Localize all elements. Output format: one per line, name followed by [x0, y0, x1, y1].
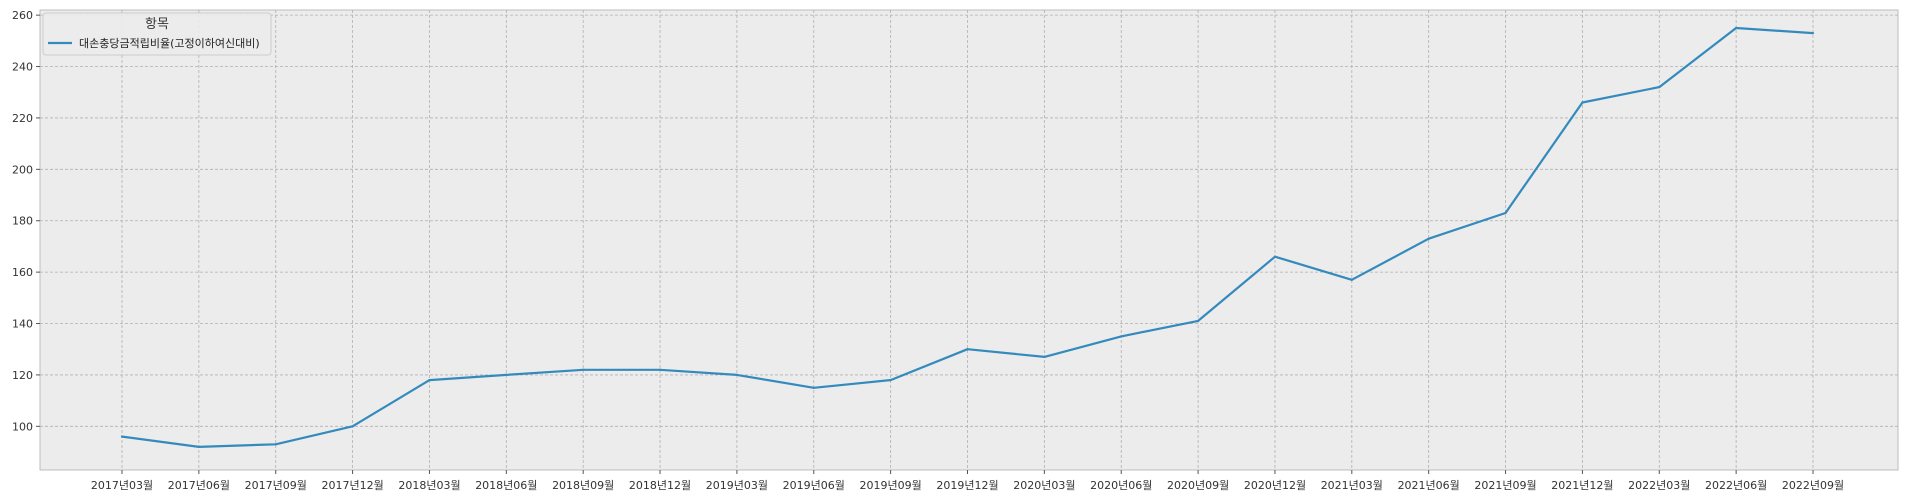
data-point [274, 443, 277, 446]
data-point [735, 373, 739, 377]
data-point [1504, 211, 1507, 215]
x-axis: 2017년03월 2017년06월 2017년09월 2017년12월 2018년03월… [91, 470, 1844, 492]
data-point [197, 445, 200, 448]
data-point [428, 378, 431, 382]
x-tick-label: 2017년12월 [321, 479, 383, 492]
data-point [1811, 32, 1815, 35]
data-point [966, 348, 969, 351]
data-point [1581, 101, 1584, 104]
data-point [1196, 319, 1200, 323]
y-tick-label: 100 [12, 420, 33, 433]
series-layer [120, 26, 1815, 448]
legend-box [42, 12, 272, 56]
data-point [1120, 335, 1123, 338]
data-point [1658, 85, 1661, 89]
x-tick-label: 2018년06월 [475, 479, 537, 492]
x-tick-label: 2020년03월 [1013, 479, 1075, 492]
x-tick-label: 2021년03월 [1321, 479, 1383, 492]
x-tick-label: 2017년06월 [168, 479, 230, 492]
x-tick-label: 2021년06월 [1398, 479, 1460, 492]
x-tick-label: 2020년12월 [1244, 479, 1306, 492]
x-tick-label: 2019년09월 [860, 479, 922, 492]
data-point [658, 368, 662, 371]
data-point [1735, 26, 1738, 30]
x-tick-label: 2017년03월 [91, 479, 153, 492]
y-tick-label: 240 [12, 61, 33, 74]
data-point [1273, 255, 1277, 258]
data-point [505, 373, 508, 377]
y-tick-label: 220 [12, 112, 33, 125]
data-point [812, 386, 815, 389]
y-tick-label: 140 [12, 318, 33, 331]
data-point [1350, 278, 1353, 281]
x-tick-label: 2022년03월 [1628, 479, 1690, 492]
x-tick-label: 2018년09월 [552, 479, 614, 492]
x-tick-label: 2020년09월 [1167, 479, 1229, 492]
y-tick-label: 200 [12, 163, 33, 176]
x-tick-label: 2019년03월 [706, 479, 768, 492]
legend-series-label: 대손충당금적립비율(고정이하여신대비) [79, 36, 260, 50]
data-point [120, 435, 124, 438]
legend-title: 항목 [145, 17, 169, 32]
y-tick-label: 260 [12, 9, 33, 22]
plot-area [39, 9, 1899, 471]
x-tick-label: 2022년09월 [1782, 479, 1844, 492]
x-tick-label: 2017년09월 [245, 479, 307, 492]
x-tick-label: 2021년12월 [1551, 479, 1613, 492]
data-point [1043, 355, 1046, 359]
y-tick-label: 180 [12, 215, 33, 228]
y-tick-label: 160 [12, 266, 33, 279]
x-tick-label: 2018년03월 [398, 479, 460, 492]
data-point [889, 378, 892, 382]
data-point [351, 425, 354, 428]
x-tick-label: 2021년09월 [1474, 479, 1536, 492]
y-axis: 100 120 140 160 180 200 220 240 260 [12, 9, 40, 433]
y-tick-label: 120 [12, 369, 33, 382]
x-tick-label: 2022년06월 [1705, 479, 1767, 492]
data-point [1427, 237, 1430, 240]
x-tick-label: 2019년06월 [783, 479, 845, 492]
legend: 항목 대손충당금적립비율(고정이하여신대비) [42, 12, 272, 56]
data-point [582, 368, 585, 371]
x-tick-label: 2019년12월 [936, 479, 998, 492]
x-tick-label: 2018년12월 [629, 479, 691, 492]
x-tick-label: 2020년06월 [1090, 479, 1152, 492]
